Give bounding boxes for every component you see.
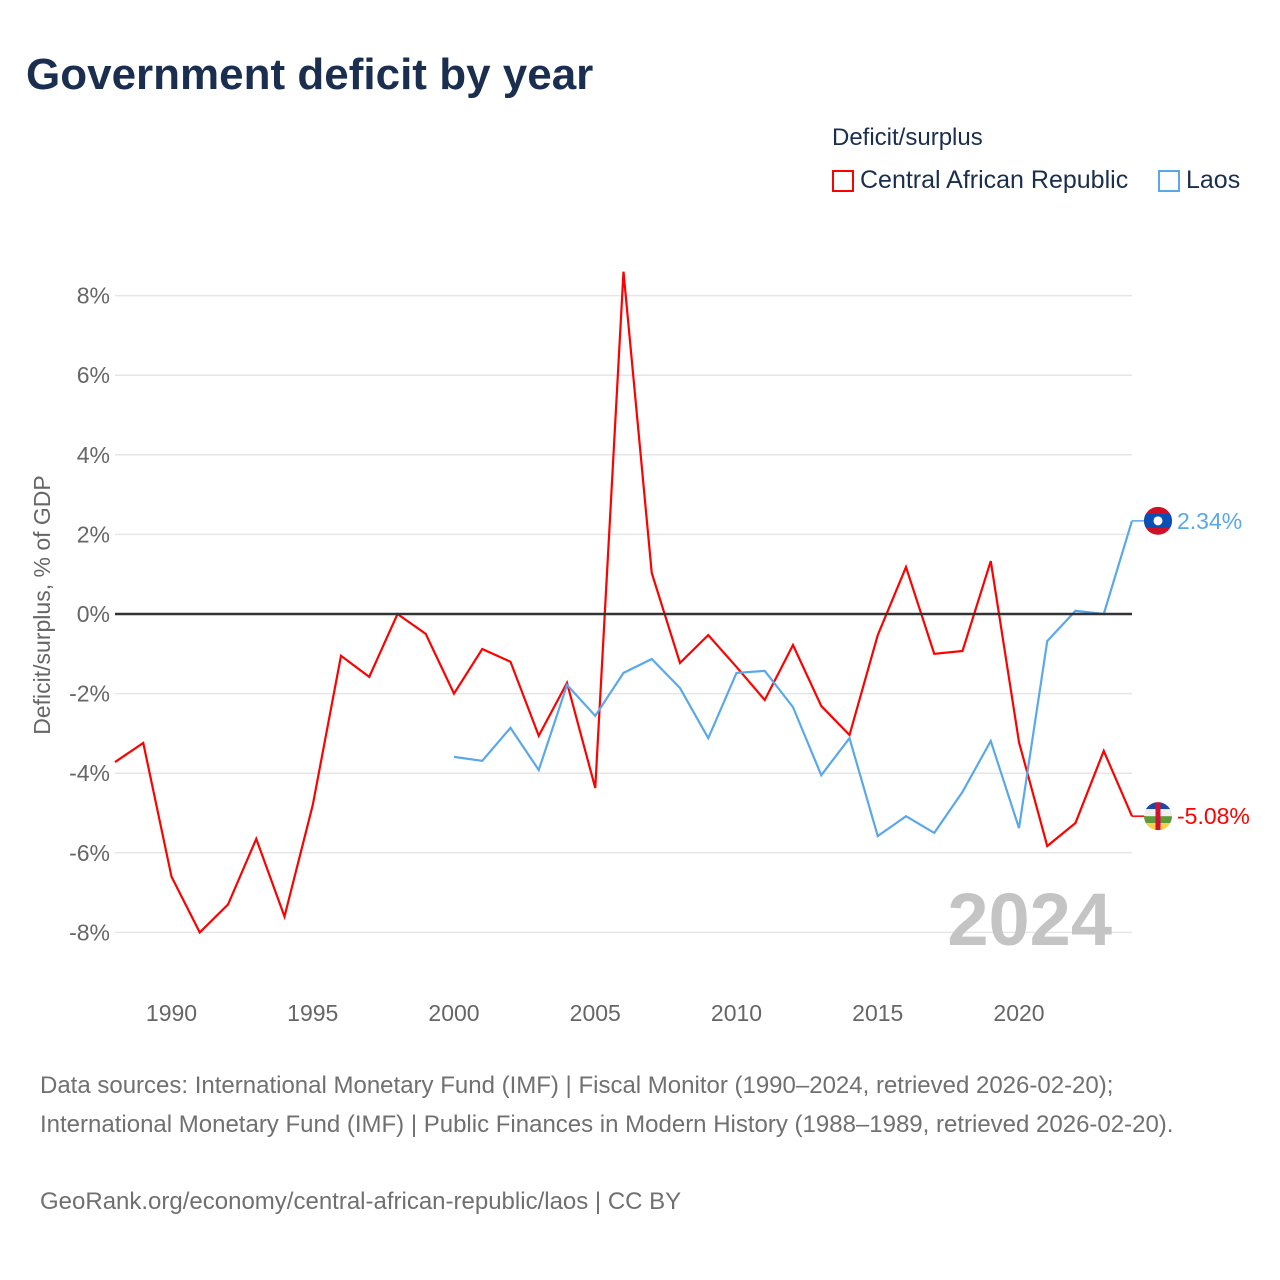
end-value-label: 2.34%	[1177, 508, 1242, 534]
x-tick-label: 2005	[570, 1000, 621, 1026]
year-watermark: 2024	[947, 878, 1112, 961]
series-line-car	[114, 271, 1134, 935]
credit-link[interactable]: GeoRank.org/economy/central-african-repu…	[40, 1188, 682, 1215]
y-tick-label: 4%	[77, 442, 110, 468]
y-tick-label: 0%	[77, 601, 110, 627]
data-sources: Data sources: International Monetary Fun…	[40, 1072, 1174, 1138]
x-tick-label: 2010	[711, 1000, 762, 1026]
y-tick-label: 6%	[77, 362, 110, 388]
y-tick-label: -4%	[69, 760, 110, 786]
legend-swatch	[832, 169, 854, 192]
y-tick-label: -2%	[69, 681, 110, 707]
x-tick-label: 2000	[428, 1000, 479, 1026]
chart-title: Government deficit by year	[26, 50, 594, 99]
legend-item-car[interactable]: Central African Republic	[832, 166, 1128, 195]
legend-label: Laos	[1186, 166, 1241, 194]
y-tick-label: 8%	[77, 283, 110, 309]
x-tick-label: 2020	[993, 1000, 1044, 1026]
laos-flag-icon	[1144, 506, 1172, 535]
legend-item-laos[interactable]: Laos	[1158, 166, 1240, 195]
y-tick-label: 2%	[77, 521, 110, 547]
y-tick-label: -8%	[69, 919, 110, 945]
x-tick-label: 2015	[852, 1000, 903, 1026]
legend-swatch	[1158, 169, 1180, 192]
y-tick-label: -6%	[69, 840, 110, 866]
line-chart: 8% 6% 4% 2% 0% -2% -4% -6% -8% 1990 1995 2000 2005 20…	[29, 271, 1250, 1026]
end-value-label: -5.08%	[1177, 803, 1250, 829]
car-flag-icon	[1144, 802, 1172, 831]
series-line-laos	[453, 520, 1134, 838]
y-axis-label: Deficit/surplus, % of GDP	[29, 475, 55, 734]
x-tick-label: 1990	[146, 1000, 197, 1026]
legend-title: Deficit/surplus	[832, 124, 983, 151]
legend-label: Central African Republic	[860, 166, 1129, 194]
x-tick-label: 1995	[287, 1000, 338, 1026]
